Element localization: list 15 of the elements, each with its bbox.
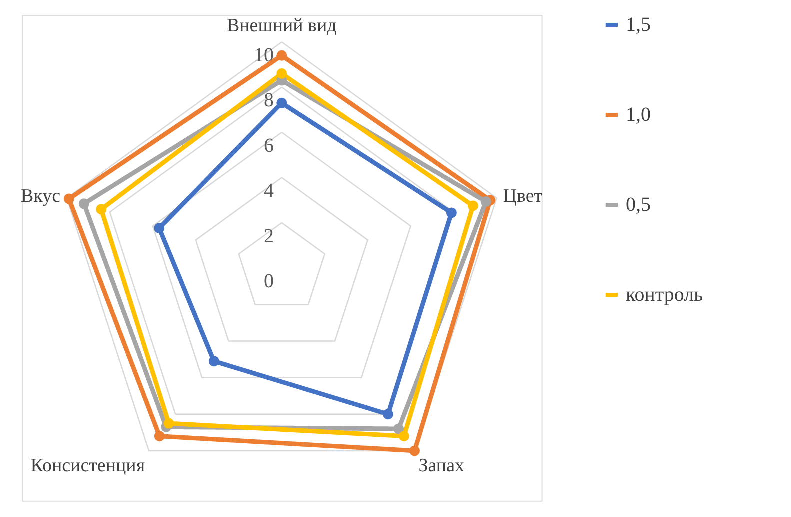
y-tick-label: 4 bbox=[264, 180, 274, 202]
spoke-label: Цвет bbox=[503, 186, 544, 208]
legend-label: 1,0 bbox=[626, 104, 651, 126]
legend-label: 0,5 bbox=[626, 194, 651, 216]
spoke-label: Консистенция bbox=[30, 455, 146, 476]
legend-label: 1,5 bbox=[626, 14, 651, 36]
legend-label: контроль bbox=[626, 284, 704, 306]
y-tick-label: 0 bbox=[264, 270, 274, 293]
y-tick-label: 6 bbox=[264, 134, 274, 157]
spoke-label: Запах bbox=[418, 455, 465, 476]
y-tick-label: 10 bbox=[254, 44, 274, 67]
y-tick-label: 8 bbox=[264, 90, 274, 112]
spoke-label: Вкус bbox=[20, 186, 61, 208]
spoke-label: Внешний вид bbox=[226, 15, 338, 36]
y-tick-label: 2 bbox=[264, 225, 274, 248]
